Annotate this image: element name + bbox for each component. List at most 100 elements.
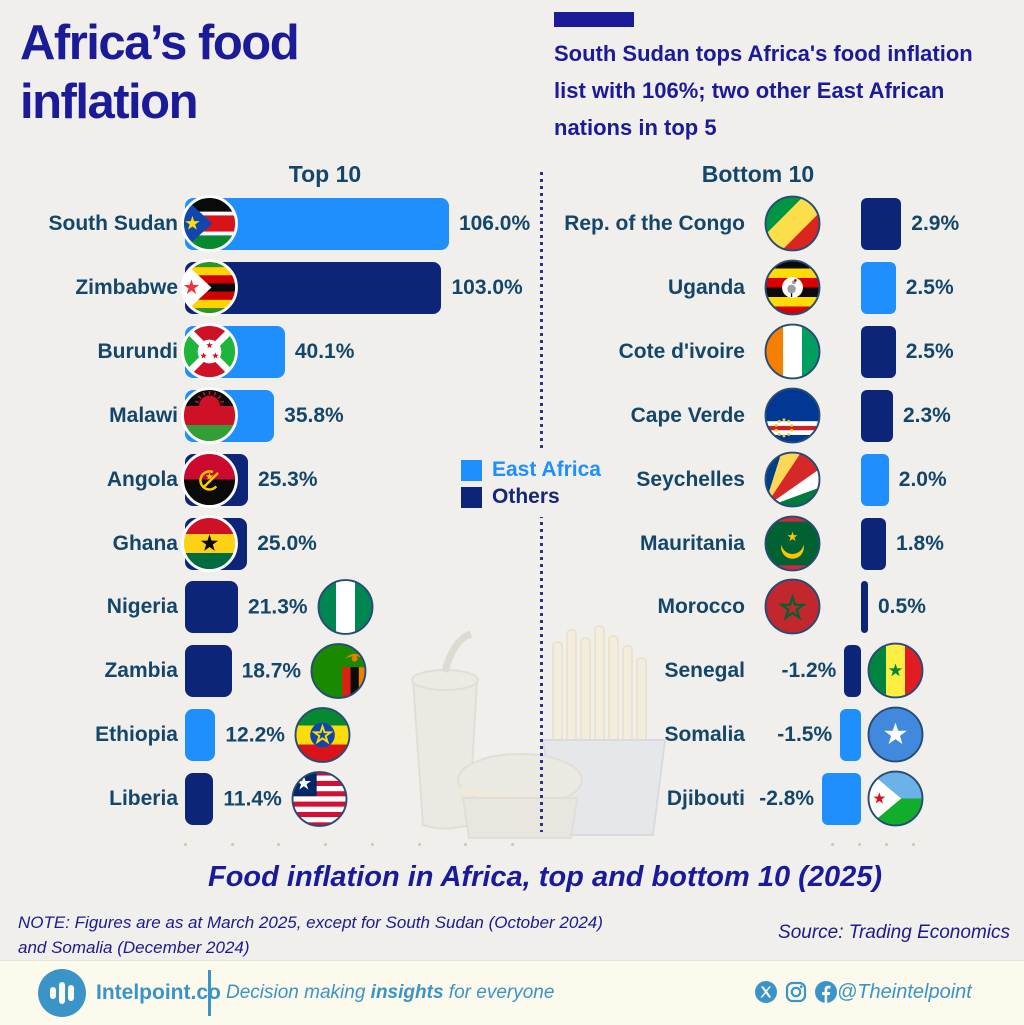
value-label: 25.0% (257, 531, 317, 555)
value-label: 12.2% (225, 723, 285, 747)
top10-chart: South Sudan 106.0% Zimbabwe 103.0% Burundi 40… (0, 192, 545, 832)
inflation-bar (861, 517, 887, 570)
footnote-line2: and Somalia (December 2024) (18, 938, 250, 957)
country-label: South Sudan (48, 212, 179, 235)
value-label: 35.8% (284, 403, 344, 427)
inflation-bar (861, 389, 893, 442)
facebook-icon[interactable] (815, 981, 837, 1003)
bottom10-row: Mauritania 1.8% (545, 512, 1024, 576)
inflation-bar (185, 773, 214, 826)
top10-row: Zambia 18.7% (0, 639, 545, 703)
headline-text: South Sudan tops Africa's food inflation… (554, 41, 973, 140)
country-label: Rep. of the Congo (564, 212, 745, 235)
mauritania-flag-icon (764, 515, 821, 572)
country-label: Uganda (667, 275, 745, 299)
value-label: 18.7% (241, 659, 302, 683)
value-label: 40.1% (294, 339, 355, 363)
country-label: Burundi (97, 339, 178, 363)
inflation-bar (185, 645, 232, 698)
intelpoint-logo-icon (38, 969, 86, 1017)
south-sudan-flag-icon (181, 195, 238, 252)
top10-title: Top 10 (288, 161, 362, 187)
bottom10-row: Senegal -1.2% (545, 639, 1024, 703)
djibouti-flag-icon (867, 770, 924, 827)
nigeria-flag-icon (317, 579, 374, 636)
footer-bar: Intelpoint.co Decision making insights f… (0, 960, 1024, 1025)
bottom10-row: Cote d'ivoire 2.5% (545, 320, 1024, 384)
tick-dot (230, 843, 234, 846)
value-label: 2.0% (898, 467, 947, 491)
brand-name[interactable]: Intelpoint.co (96, 981, 221, 1004)
country-label: Morocco (657, 595, 745, 619)
top10-row: South Sudan 106.0% (0, 192, 545, 256)
top10-row: Burundi 40.1% (0, 320, 545, 384)
inflation-bar (861, 325, 896, 378)
country-label: Malawi (109, 403, 178, 427)
bottom10-row: Seychelles 2.0% (545, 448, 1024, 512)
instagram-icon[interactable] (785, 981, 807, 1003)
legend-swatch (461, 459, 482, 481)
top10-row: Angola 25.3% (0, 448, 545, 512)
bottom10-row: Uganda 2.5% (545, 256, 1024, 320)
tick-dot (831, 843, 834, 846)
legend-swatch (461, 486, 482, 508)
inflation-bar (840, 709, 861, 762)
chart-caption: Food inflation in Africa, top and bottom… (208, 861, 882, 893)
social-handle[interactable]: @Theintelpoint (837, 981, 972, 1003)
footnote: NOTE: Figures are as at March 2025, exce… (18, 910, 658, 960)
value-label: 0.5% (878, 595, 926, 619)
top10-row: Zimbabwe 103.0% (0, 256, 545, 320)
senegal-flag-icon (867, 642, 924, 699)
footer-divider (208, 970, 211, 1016)
tick-dot (510, 843, 514, 846)
bottom10-row: Djibouti -2.8% (545, 767, 1024, 831)
bottom10-row: Rep. of the Congo 2.9% (545, 192, 1024, 256)
seychelles-flag-icon (764, 451, 821, 508)
tick-dot (277, 843, 281, 846)
top10-row: Nigeria 21.3% (0, 575, 545, 639)
country-label: Djibouti (666, 787, 745, 811)
uganda-flag-icon (764, 259, 821, 316)
inflation-bar (861, 453, 889, 506)
cape-verde-flag-icon (764, 387, 821, 444)
tick-dot (912, 843, 915, 846)
inflation-bar (185, 709, 216, 762)
country-label: Senegal (664, 659, 745, 683)
country-label: Cote d'ivoire (618, 339, 745, 363)
tick-dot (858, 843, 861, 846)
page-title: Africa’s food inflation (20, 14, 540, 132)
footnote-line1: NOTE: Figures are as at March 2025, exce… (18, 913, 603, 932)
fast-food-watermark-illustration (375, 620, 685, 845)
inflation-bar (185, 581, 239, 634)
tick-dot (417, 843, 421, 846)
tagline-bold: insights (370, 982, 444, 1003)
page-title-line1: Africa’s food (20, 16, 300, 70)
top10-row: Liberia 11.4% (0, 767, 545, 831)
inflation-bar (861, 198, 902, 250)
inflation-bar (861, 261, 896, 314)
rep-congo-flag-icon (764, 195, 821, 252)
bottom10-row: Somalia -1.5% (545, 703, 1024, 767)
zimbabwe-flag-icon (181, 258, 238, 316)
country-label: Cape Verde (630, 403, 745, 427)
legend-label: East Africa (492, 458, 601, 481)
country-label: Angola (106, 467, 178, 491)
value-label: 21.3% (248, 595, 308, 619)
page-title-line2: inflation (20, 75, 199, 129)
ethiopia-flag-icon (294, 707, 351, 764)
cote-divoire-flag-icon (764, 323, 821, 380)
inflation-bar (844, 645, 861, 698)
chart-legend: East Africa Others (455, 452, 611, 517)
value-label: 2.3% (902, 403, 951, 427)
value-label: 2.5% (905, 275, 954, 299)
country-label: Seychelles (636, 467, 745, 491)
value-label: 1.8% (896, 531, 944, 555)
inflation-bar (822, 773, 861, 826)
x-icon[interactable] (755, 981, 777, 1003)
tick-dot (184, 843, 187, 846)
country-label: Ethiopia (95, 723, 178, 747)
bottom10-chart: Rep. of the Congo 2.9% Uganda 2.5% Cote d'iv… (545, 192, 1024, 832)
value-label: 2.9% (911, 212, 960, 235)
tagline-post: for everyone (443, 982, 555, 1003)
